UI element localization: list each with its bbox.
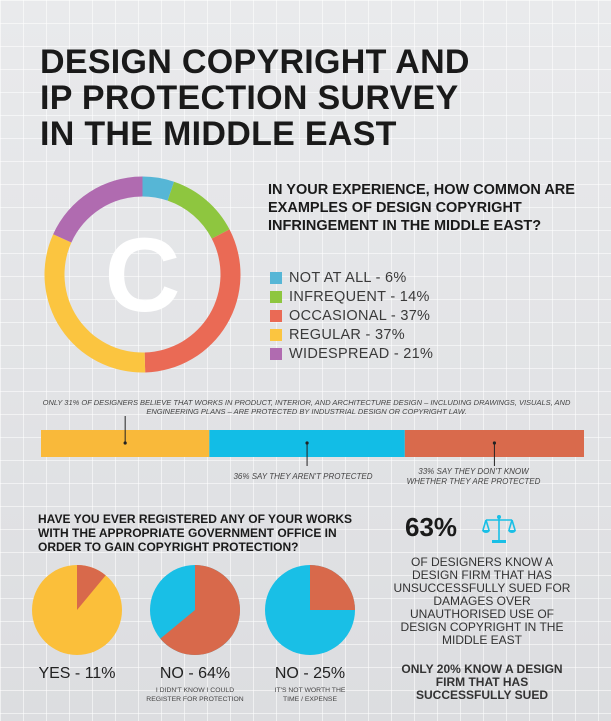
donut-legend: NOT AT ALL - 6% INFREQUENT - 14% OCCASIONA… <box>270 268 433 363</box>
bar-marker-dot-1 <box>123 441 127 445</box>
pie-sub-no-64: I DIDN'T KNOW I COULD REGISTER FOR PROTE… <box>140 687 250 704</box>
infringement-donut-chart: C <box>44 176 241 373</box>
legend-label: REGULAR - 37% <box>289 326 405 343</box>
legend-swatch <box>270 309 282 322</box>
stat-percent: 63% <box>405 512 458 542</box>
bar-label-dont-know-line-1: 33% SAY THEY DON'T KNOW <box>418 467 529 476</box>
bar-label-dont-know-line-2: WHETHER THEY ARE PROTECTED <box>406 477 541 486</box>
donut-slice-infrequent <box>167 181 230 239</box>
bar-label-dont-know: 33% SAY THEY DON'T KNOW WHETHER THEY ARE… <box>396 467 551 487</box>
donut-slice-regular <box>44 234 146 373</box>
legend-label: INFREQUENT - 14% <box>289 288 430 305</box>
legend-item-regular: REGULAR - 37% <box>270 325 433 344</box>
pie-1-slice <box>77 565 106 610</box>
legend-swatch <box>270 271 282 284</box>
pie-1-base <box>32 565 122 655</box>
bar-segment-2 <box>209 430 405 457</box>
pie-label-no-25: NO - 25% <box>274 665 346 682</box>
page-title: DESIGN COPYRIGHT AND IP PROTECTION SURVE… <box>40 44 580 152</box>
pie-label-no-64: NO - 64% <box>159 665 231 682</box>
bar-marker-dot-3 <box>492 441 497 445</box>
legend-item-not-at-all: NOT AT ALL - 6% <box>270 268 433 287</box>
legend-swatch <box>270 347 282 360</box>
pie-sub-no-25-line-1: IT'S NOT WORTH THE <box>274 687 346 694</box>
question-1: IN YOUR EXPERIENCE, HOW COMMON ARE EXAMP… <box>268 182 575 234</box>
legend-label: OCCASIONAL - 37% <box>289 307 431 324</box>
pie-sub-no-64-line-2: REGISTER FOR PROTECTION <box>146 695 244 703</box>
legend-item-widespread: WIDESPREAD - 21% <box>270 344 433 363</box>
legend-item-infrequent: INFREQUENT - 14% <box>270 287 433 306</box>
bar-label-not-protected: 36% SAY THEY AREN'T PROTECTED <box>233 472 373 481</box>
copyright-symbol: C <box>105 217 181 334</box>
question-2: HAVE YOU EVER REGISTERED ANY OF YOUR WOR… <box>38 512 353 554</box>
bar-note: ONLY 31% OF DESIGNERS BELIEVE THAT WORKS… <box>42 398 571 416</box>
bar-segment-1 <box>41 430 210 457</box>
pie-sub-no-25: IT'S NOT WORTH THE TIME / EXPENSE <box>255 687 365 704</box>
legend-label: NOT AT ALL - 6% <box>289 269 407 286</box>
legend-swatch <box>270 290 282 303</box>
scales-icon <box>482 515 516 543</box>
donut-slice-widespread <box>53 176 143 243</box>
title-line-3: IN THE MIDDLE EAST <box>40 115 397 153</box>
bar-segment-3 <box>404 430 584 457</box>
legend-swatch <box>270 328 282 341</box>
legend-label: WIDESPREAD - 21% <box>289 345 434 362</box>
pie-label-yes: YES - 11% <box>38 665 116 682</box>
pie-sub-no-25-line-2: TIME / EXPENSE <box>282 695 337 703</box>
donut-slice-occasional <box>144 229 241 373</box>
donut-slice-not-at-all <box>142 176 175 201</box>
pie-3-base <box>265 565 355 655</box>
legend-item-occasional: OCCASIONAL - 37% <box>270 306 433 325</box>
pie-sub-no-64-line-1: I DIDN'T KNOW I COULD <box>155 687 235 694</box>
stat-secondary: ONLY 20% KNOW A DESIGN FIRM THAT HAS SUC… <box>401 662 563 702</box>
title-line-1: DESIGN COPYRIGHT AND <box>40 43 470 81</box>
pie-3-slice <box>310 565 355 610</box>
pie-2-slice <box>160 565 241 655</box>
bar-marker-dot-2 <box>305 441 309 445</box>
stat-description: OF DESIGNERS KNOW A DESIGN FIRM THAT HAS… <box>393 555 571 647</box>
title-line-2: IP PROTECTION SURVEY <box>40 79 459 117</box>
pie-2-base <box>150 565 240 655</box>
